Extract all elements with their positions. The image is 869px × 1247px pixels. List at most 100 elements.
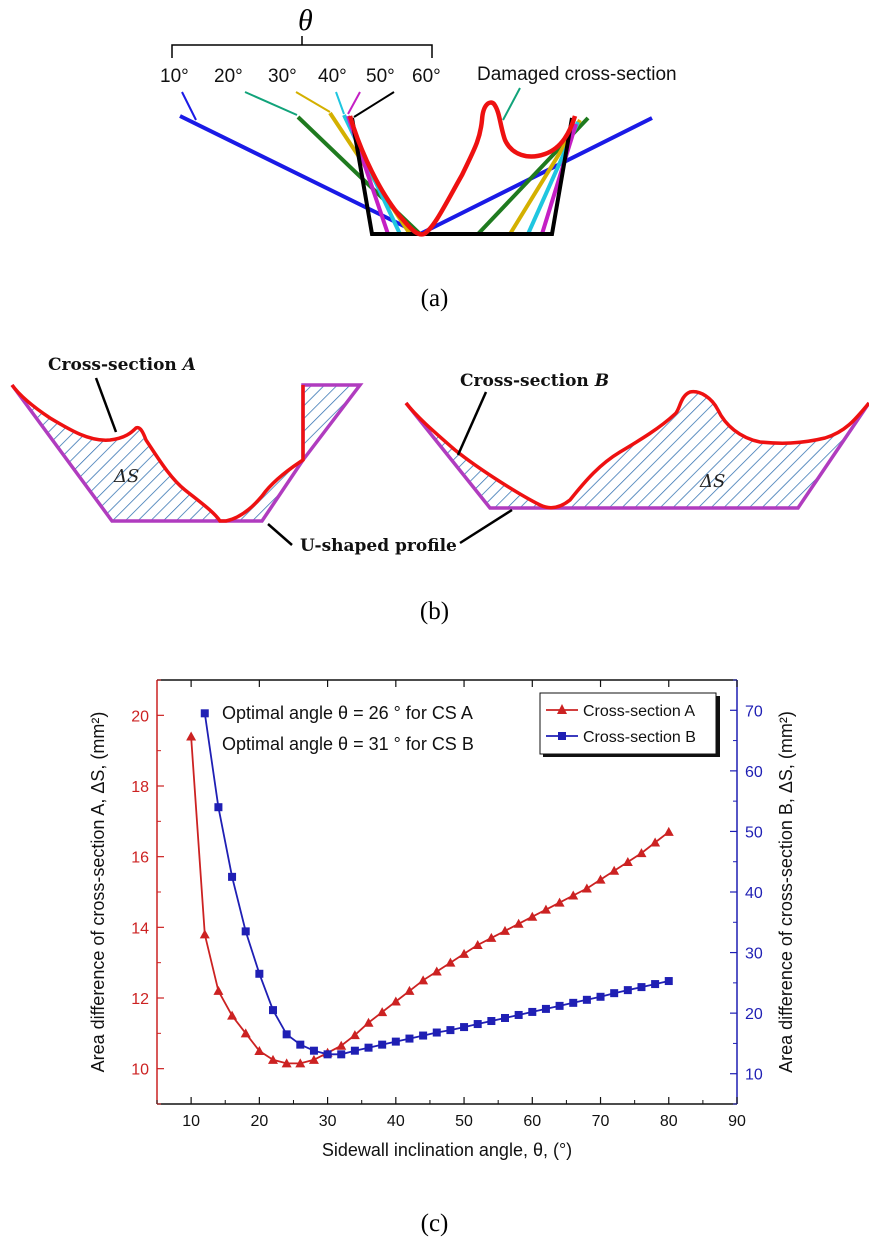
point-b: [350, 1046, 359, 1055]
cross-section-a-curve: [10, 383, 305, 523]
point-a: [213, 985, 224, 995]
legend-marker-b: [558, 732, 566, 740]
delta-s-area-a: [12, 385, 360, 521]
point-a: [568, 890, 579, 900]
point-a: [622, 856, 633, 866]
pointer-40: [335, 91, 345, 115]
x-tick-label: 80: [660, 1113, 678, 1130]
point-b: [228, 872, 237, 881]
pointer-60: [353, 91, 395, 118]
point-a: [431, 966, 442, 976]
panel-b-diagram: ΔS Cross-section A ΔS Cross-section B U-…: [10, 355, 869, 556]
point-b: [555, 1001, 564, 1010]
series-line-b: [203, 713, 669, 1056]
point-a: [390, 996, 401, 1006]
cross-section-a-label: Cross-section A: [48, 355, 196, 375]
y-left-tick-label: 18: [131, 779, 149, 796]
y-right-tick-label: 70: [745, 703, 763, 720]
point-b: [610, 989, 619, 998]
point-b: [323, 1050, 332, 1059]
theta-brace: [171, 44, 433, 58]
point-b: [487, 1017, 496, 1026]
sidewall-10-right: [419, 116, 653, 236]
area-difference-chart: 10 20 30 40 50 60 70 80 90 10 12 14 16 18 20 10 20 30 40 50…: [88, 679, 796, 1160]
annotation-optimal-a: Optimal angle θ = 26 ° for CS A: [222, 703, 473, 723]
point-b: [337, 1050, 346, 1059]
legend-marker-a: [557, 704, 567, 714]
legend: Cross-section A Cross-section B: [539, 692, 720, 757]
point-b: [378, 1040, 387, 1049]
y-left-tick-label: 12: [131, 991, 149, 1008]
damaged-cross-section: [347, 100, 578, 237]
cross-section-a-pointer: [94, 377, 118, 433]
y-right-tick-label: 50: [745, 824, 763, 841]
point-a: [527, 911, 538, 921]
y-left-tick-label: 16: [131, 850, 149, 867]
theta-symbol: θ: [298, 4, 313, 37]
cross-section-b-label: Cross-section B: [460, 371, 609, 391]
y-right-tick-label: 60: [745, 764, 763, 781]
cross-section-b-curve: [404, 389, 869, 510]
y-axis-label-right: Area difference of cross-section B, ΔS, …: [776, 711, 796, 1073]
point-a: [363, 1017, 374, 1027]
panel-b: ΔS Cross-section A ΔS Cross-section B U-…: [0, 340, 869, 670]
point-b: [214, 803, 223, 812]
panel-a-diagram: θ 10° 20° 30° 40° 50° 60° Damaged cross-secti…: [160, 4, 677, 237]
point-b: [282, 1030, 291, 1039]
damaged-pointer: [502, 87, 521, 121]
y-left-tick-label: 10: [131, 1062, 149, 1079]
y-right-tick-label: 20: [745, 1006, 763, 1023]
x-tick-label: 20: [250, 1113, 268, 1130]
series-line-a: [190, 736, 670, 1065]
pointer-10: [181, 91, 197, 121]
point-b: [269, 1006, 277, 1015]
angle-label-20: 20°: [214, 66, 243, 87]
point-b: [460, 1023, 469, 1032]
point-a: [540, 904, 551, 914]
point-a: [268, 1054, 278, 1064]
annotation-optimal-b: Optimal angle θ = 31 ° for CS B: [222, 734, 474, 754]
x-tick-label: 90: [728, 1113, 746, 1130]
point-b: [200, 709, 209, 718]
point-a: [595, 874, 606, 884]
delta-s-label-a: ΔS: [113, 466, 139, 487]
point-a: [377, 1007, 388, 1017]
point-a: [254, 1046, 265, 1055]
point-a: [281, 1058, 292, 1068]
sidewall-50-right: [540, 123, 578, 235]
point-b: [637, 983, 646, 992]
delta-s-label-b: ΔS: [699, 471, 725, 492]
point-b: [446, 1026, 455, 1035]
caption-b: (b): [419, 598, 450, 625]
point-b: [473, 1020, 482, 1029]
point-a: [581, 883, 592, 893]
legend-label-b: Cross-section B: [583, 729, 696, 746]
point-b: [364, 1043, 373, 1052]
y-left-tick-label: 14: [131, 920, 149, 937]
sidewall-60: [350, 117, 574, 236]
y-axis-label-left: Area difference of cross-section A, ΔS, …: [88, 712, 108, 1073]
point-a: [486, 932, 497, 942]
point-b: [241, 927, 250, 936]
legend-box: [539, 692, 717, 755]
point-b: [405, 1034, 414, 1043]
legend-label-a: Cross-section A: [583, 703, 695, 720]
point-b: [569, 998, 578, 1007]
point-a: [186, 731, 197, 741]
y-right-tick-label: 30: [745, 946, 763, 963]
x-tick-label: 70: [592, 1113, 610, 1130]
panel-a: θ 10° 20° 30° 40° 50° 60° Damaged cross-secti…: [0, 0, 869, 330]
cross-section-b-pointer: [456, 391, 488, 456]
point-a: [445, 957, 456, 967]
angle-label-50: 50°: [366, 66, 395, 87]
u-profile-pointer-right: [459, 508, 513, 545]
point-b: [664, 977, 673, 986]
u-profile-pointer-left: [267, 523, 293, 546]
point-a: [472, 940, 483, 949]
point-b: [391, 1037, 400, 1046]
y-left-tick-label: 20: [131, 708, 149, 725]
point-a: [308, 1054, 319, 1064]
point-b: [514, 1010, 523, 1019]
point-a: [650, 837, 661, 847]
point-a: [404, 985, 415, 995]
